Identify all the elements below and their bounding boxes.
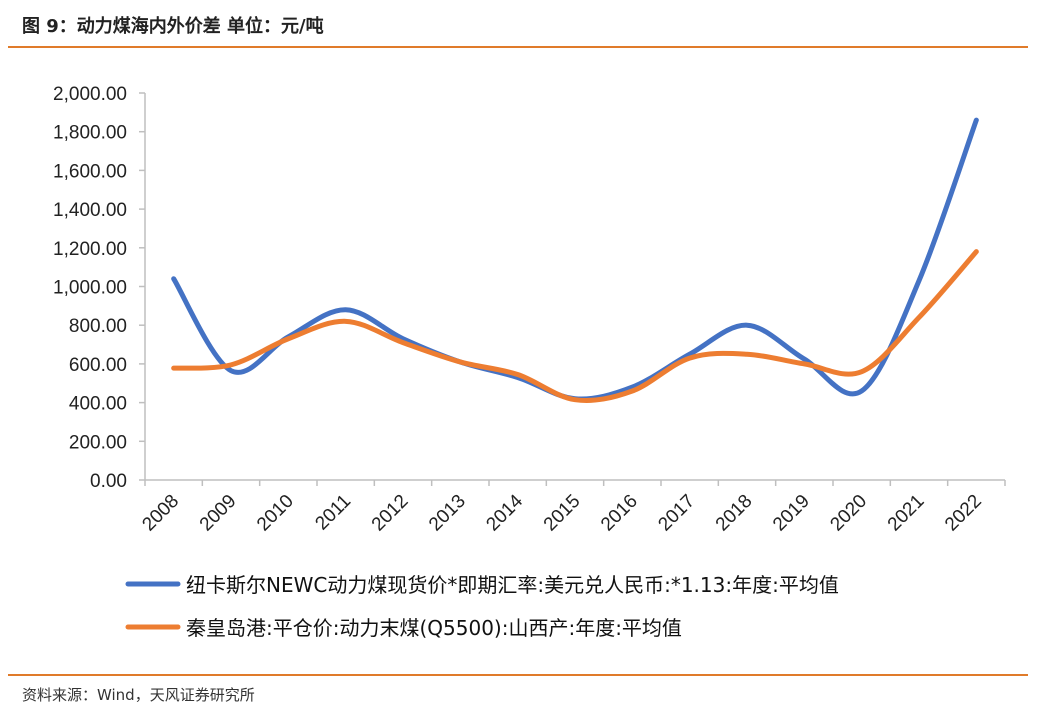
legend-label-1: 纽卡斯尔NEWC动力煤现货价*即期汇率:美元兑人民币:*1.13:年度:平均值 [186, 573, 839, 597]
y-tick-label: 0.00 [90, 471, 127, 492]
x-tick-label: 2012 [368, 491, 413, 536]
source-note: 资料来源：Wind，天风证券研究所 [22, 686, 255, 704]
y-tick-label: 1,000.00 [53, 278, 127, 299]
chart-axes: 0.00 200.00 400.00 600.00 800.00 1,000.00 1,20… [53, 84, 1006, 536]
y-tick-label: 1,800.00 [53, 123, 127, 144]
title-divider [8, 46, 1028, 48]
x-tick-label: 2019 [769, 491, 814, 536]
x-tick-label: 2013 [425, 491, 470, 536]
chart-series [171, 117, 979, 403]
x-tick-label: 2018 [712, 491, 757, 536]
y-tick-label: 800.00 [69, 316, 127, 337]
x-tick-label: 2011 [311, 491, 355, 535]
x-tick-label: 2020 [826, 491, 871, 536]
x-tick-label: 2021 [884, 491, 929, 536]
series-line-1 [171, 117, 979, 402]
figure-title: 图 9：动力煤海内外价差 单位：元/吨 [22, 16, 324, 37]
y-tick-label: 200.00 [69, 432, 127, 453]
x-tick-label: 2014 [482, 490, 527, 535]
legend-label-2: 秦皇岛港:平仓价:动力末煤(Q5500):山西产:年度:平均值 [186, 616, 682, 640]
x-tick-label: 2022 [941, 491, 986, 536]
chart-legend: 纽卡斯尔NEWC动力煤现货价*即期汇率:美元兑人民币:*1.13:年度:平均值秦… [125, 573, 839, 640]
source-divider [8, 674, 1028, 676]
series-line-2 [171, 249, 979, 403]
x-tick-label: 2010 [253, 491, 298, 536]
x-tick-label: 2015 [540, 491, 585, 536]
y-tick-label: 2,000.00 [53, 84, 127, 105]
x-tick-label: 2009 [196, 491, 241, 536]
y-tick-label: 600.00 [69, 355, 127, 376]
x-tick-label: 2016 [597, 491, 642, 536]
x-tick-label: 2017 [654, 491, 699, 536]
y-tick-label: 1,400.00 [53, 200, 127, 221]
y-tick-label: 1,200.00 [53, 239, 127, 260]
y-tick-label: 1,600.00 [53, 161, 127, 182]
y-tick-label: 400.00 [69, 394, 127, 415]
x-tick-label: 2008 [138, 491, 183, 536]
